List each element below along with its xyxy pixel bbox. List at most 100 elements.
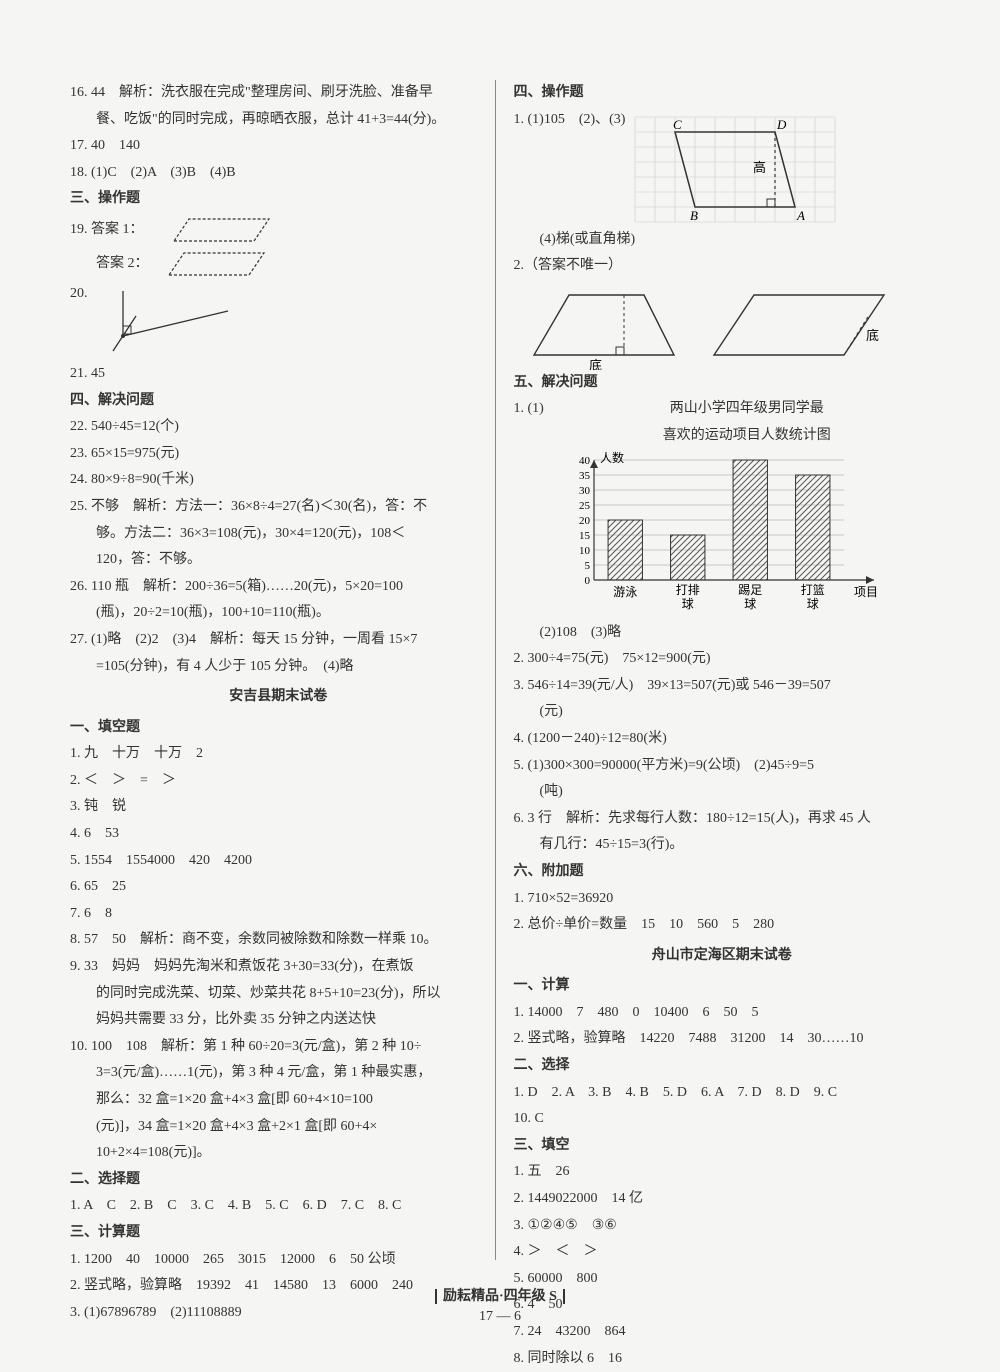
a9c: 妈妈共需要 33 分，比外卖 35 分钟之内送达快 xyxy=(70,1007,487,1034)
svg-text:C: C xyxy=(673,117,682,132)
svg-text:球: 球 xyxy=(681,597,693,611)
svg-text:打篮: 打篮 xyxy=(800,582,824,597)
z7: 4. ＞ ＜ ＞ xyxy=(514,1239,931,1266)
svg-text:30: 30 xyxy=(579,485,591,497)
r1b: (4)梯(或直角梯) xyxy=(514,227,931,254)
c1: 1. 1200 40 10000 265 3015 12000 6 50 公顷 xyxy=(70,1247,487,1274)
z2h: 二、选择 xyxy=(514,1053,931,1080)
b1: 1. A C 2. B C 3. C 4. B 5. C 6. D 7. C 8… xyxy=(70,1193,487,1220)
a10b: 3=3(元/盒)……1(元)，第 3 种 4 元/盒，第 1 种最实惠， xyxy=(70,1060,487,1087)
z1h: 一、计算 xyxy=(514,973,931,1000)
svg-text:底: 底 xyxy=(866,328,879,343)
q20-row: 20. xyxy=(70,281,487,361)
q23: 23. 65×15=975(元) xyxy=(70,441,487,468)
z4: 1. 五 26 xyxy=(514,1159,931,1186)
r7b: (吨) xyxy=(514,779,931,806)
q17: 17. 40 140 xyxy=(70,133,487,160)
chart-titles: 两山小学四年级男同学最 喜欢的运动项目人数统计图 xyxy=(564,396,931,449)
q19b-label: 答案 2： xyxy=(96,251,149,278)
svg-text:球: 球 xyxy=(744,597,756,611)
svg-text:项目: 项目 xyxy=(854,585,878,599)
r-sec4: 四、操作题 xyxy=(514,80,931,107)
r4: 2. 300÷4=75(元) 75×12=900(元) xyxy=(514,646,931,673)
page-number: 17 — 6 xyxy=(0,1309,1000,1325)
q19-row1: 19. 答案 1： xyxy=(70,213,487,247)
q19a-label: 19. 答案 1： xyxy=(70,217,144,244)
chart-title-2: 喜欢的运动项目人数统计图 xyxy=(564,423,931,450)
z2: 2. 竖式略，验算略 14220 7488 31200 14 30……10 xyxy=(514,1026,931,1053)
r3-label: 1. (1) xyxy=(514,396,564,423)
fill-heading: 一、填空题 xyxy=(70,715,487,742)
a5: 5. 1554 1554000 420 4200 xyxy=(70,848,487,875)
svg-text:打排: 打排 xyxy=(675,583,699,597)
page-footer: 励耘精品·四年级 S 17 — 6 xyxy=(0,1285,1000,1325)
right-column: 四、操作题 1. (1)105 (2)、(3) xyxy=(506,80,931,1260)
q27: 27. (1)略 (2)2 (3)4 解析：每天 15 分钟，一周看 15×7 xyxy=(70,627,487,654)
calc-heading: 三、计算题 xyxy=(70,1220,487,1247)
a10c: 那么：32 盒=1×20 盒+4×3 盒[即 60+4×10=100 xyxy=(70,1087,487,1114)
z3h: 三、填空 xyxy=(514,1133,931,1160)
svg-text:25: 25 xyxy=(579,500,591,512)
a1: 1. 九 十万 十万 2 xyxy=(70,741,487,768)
r-sec5: 五、解决问题 xyxy=(514,370,931,397)
q18: 18. (1)C (2)A (3)B (4)B xyxy=(70,160,487,187)
svg-text:0: 0 xyxy=(584,575,590,587)
q22: 22. 540÷45=12(个) xyxy=(70,414,487,441)
z6: 3. ①②④⑤ ③⑥ xyxy=(514,1213,931,1240)
r6: 4. (1200－240)÷12=80(米) xyxy=(514,726,931,753)
a10d: (元)]，34 盒=1×20 盒+4×3 盒+2×1 盒[即 60+4× xyxy=(70,1114,487,1141)
trapezoid-parallelogram-icon: 底 底 xyxy=(514,280,914,370)
a9: 9. 33 妈妈 妈妈先淘米和煮饭花 3+30=33(分)，在煮饭 xyxy=(70,954,487,981)
r3b: (2)108 (3)略 xyxy=(514,620,931,647)
z11: 8. 同时除以 6 16 xyxy=(514,1346,931,1372)
zhoushan-title: 舟山市定海区期末试卷 xyxy=(514,943,931,970)
choice-heading: 二、选择题 xyxy=(70,1167,487,1194)
svg-text:15: 15 xyxy=(579,530,591,542)
svg-text:球: 球 xyxy=(806,597,818,611)
a10: 10. 100 108 解析：第 1 种 60÷20=3(元/盒)，第 2 种 … xyxy=(70,1034,487,1061)
r1-label: 1. (1)105 (2)、(3) xyxy=(514,107,626,134)
svg-text:B: B xyxy=(690,208,698,223)
r3-row: 1. (1) 两山小学四年级男同学最 喜欢的运动项目人数统计图 xyxy=(514,396,931,449)
angle-diagram-icon xyxy=(88,281,238,361)
a3: 3. 钝 锐 xyxy=(70,794,487,821)
a2: 2. ＜ ＞ = ＞ xyxy=(70,768,487,795)
bar-chart-icon: 0510152025303540人数游泳打排球踢足球打篮球项目 xyxy=(554,450,894,620)
svg-text:人数: 人数 xyxy=(600,450,624,465)
q16b: 餐、吃饭"的同时完成，再晾晒衣服，总计 41+3=44(分)。 xyxy=(70,107,487,134)
svg-text:高: 高 xyxy=(753,160,766,175)
svg-text:5: 5 xyxy=(584,560,590,572)
q20-label: 20. xyxy=(70,281,88,308)
z3: 1. D 2. A 3. B 4. B 5. D 6. A 7. D 8. D … xyxy=(514,1080,931,1107)
svg-text:A: A xyxy=(796,208,805,223)
q25: 25. 不够 解析：方法一：36×8÷4=27(名)＜30(名)，答：不 xyxy=(70,494,487,521)
r7: 5. (1)300×300=90000(平方米)=9(公顷) (2)45÷9=5 xyxy=(514,753,931,780)
q21: 21. 45 xyxy=(70,361,487,388)
q26: 26. 110 瓶 解析：200÷36=5(箱)……20(元)，5×20=100 xyxy=(70,574,487,601)
r2: 2.（答案不唯一） xyxy=(514,253,931,280)
left-column: 16. 44 解析：洗衣服在完成"整理房间、刷牙洗脸、准备早 餐、吃饭"的同时完… xyxy=(70,80,496,1260)
chart-title-1: 两山小学四年级男同学最 xyxy=(564,396,931,423)
r10: 2. 总价÷单价=数量 15 10 560 5 280 xyxy=(514,912,931,939)
q25c: 120，答：不够。 xyxy=(70,547,487,574)
a4: 4. 6 53 xyxy=(70,821,487,848)
svg-text:踢足: 踢足 xyxy=(738,583,762,597)
r8b: 有几行：45÷15=3(行)。 xyxy=(514,832,931,859)
r-sec6: 六、附加题 xyxy=(514,859,931,886)
q19-row2: 答案 2： xyxy=(70,247,487,281)
footer-brand: 励耘精品·四年级 S xyxy=(435,1289,565,1304)
parallelogram-dashed-icon xyxy=(144,213,274,247)
svg-text:游泳: 游泳 xyxy=(613,585,637,599)
two-column-layout: 16. 44 解析：洗衣服在完成"整理房间、刷牙洗脸、准备早 餐、吃饭"的同时完… xyxy=(70,80,930,1260)
svg-text:底: 底 xyxy=(589,358,602,370)
r1-row: 1. (1)105 (2)、(3) C D xyxy=(514,107,931,227)
q25b: 够。方法二：36×3=108(元)，30×4=120(元)，108＜ xyxy=(70,521,487,548)
q24: 24. 80×9÷8=90(千米) xyxy=(70,467,487,494)
z5: 2. 1449022000 14 亿 xyxy=(514,1186,931,1213)
section-3-heading: 三、操作题 xyxy=(70,186,487,213)
svg-text:35: 35 xyxy=(579,470,591,482)
q27b: =105(分钟)，有 4 人少于 105 分钟。 (4)略 xyxy=(70,654,487,681)
svg-text:20: 20 xyxy=(579,515,591,527)
parallelogram-dashed-2-icon xyxy=(149,247,279,281)
r9: 1. 710×52=36920 xyxy=(514,886,931,913)
